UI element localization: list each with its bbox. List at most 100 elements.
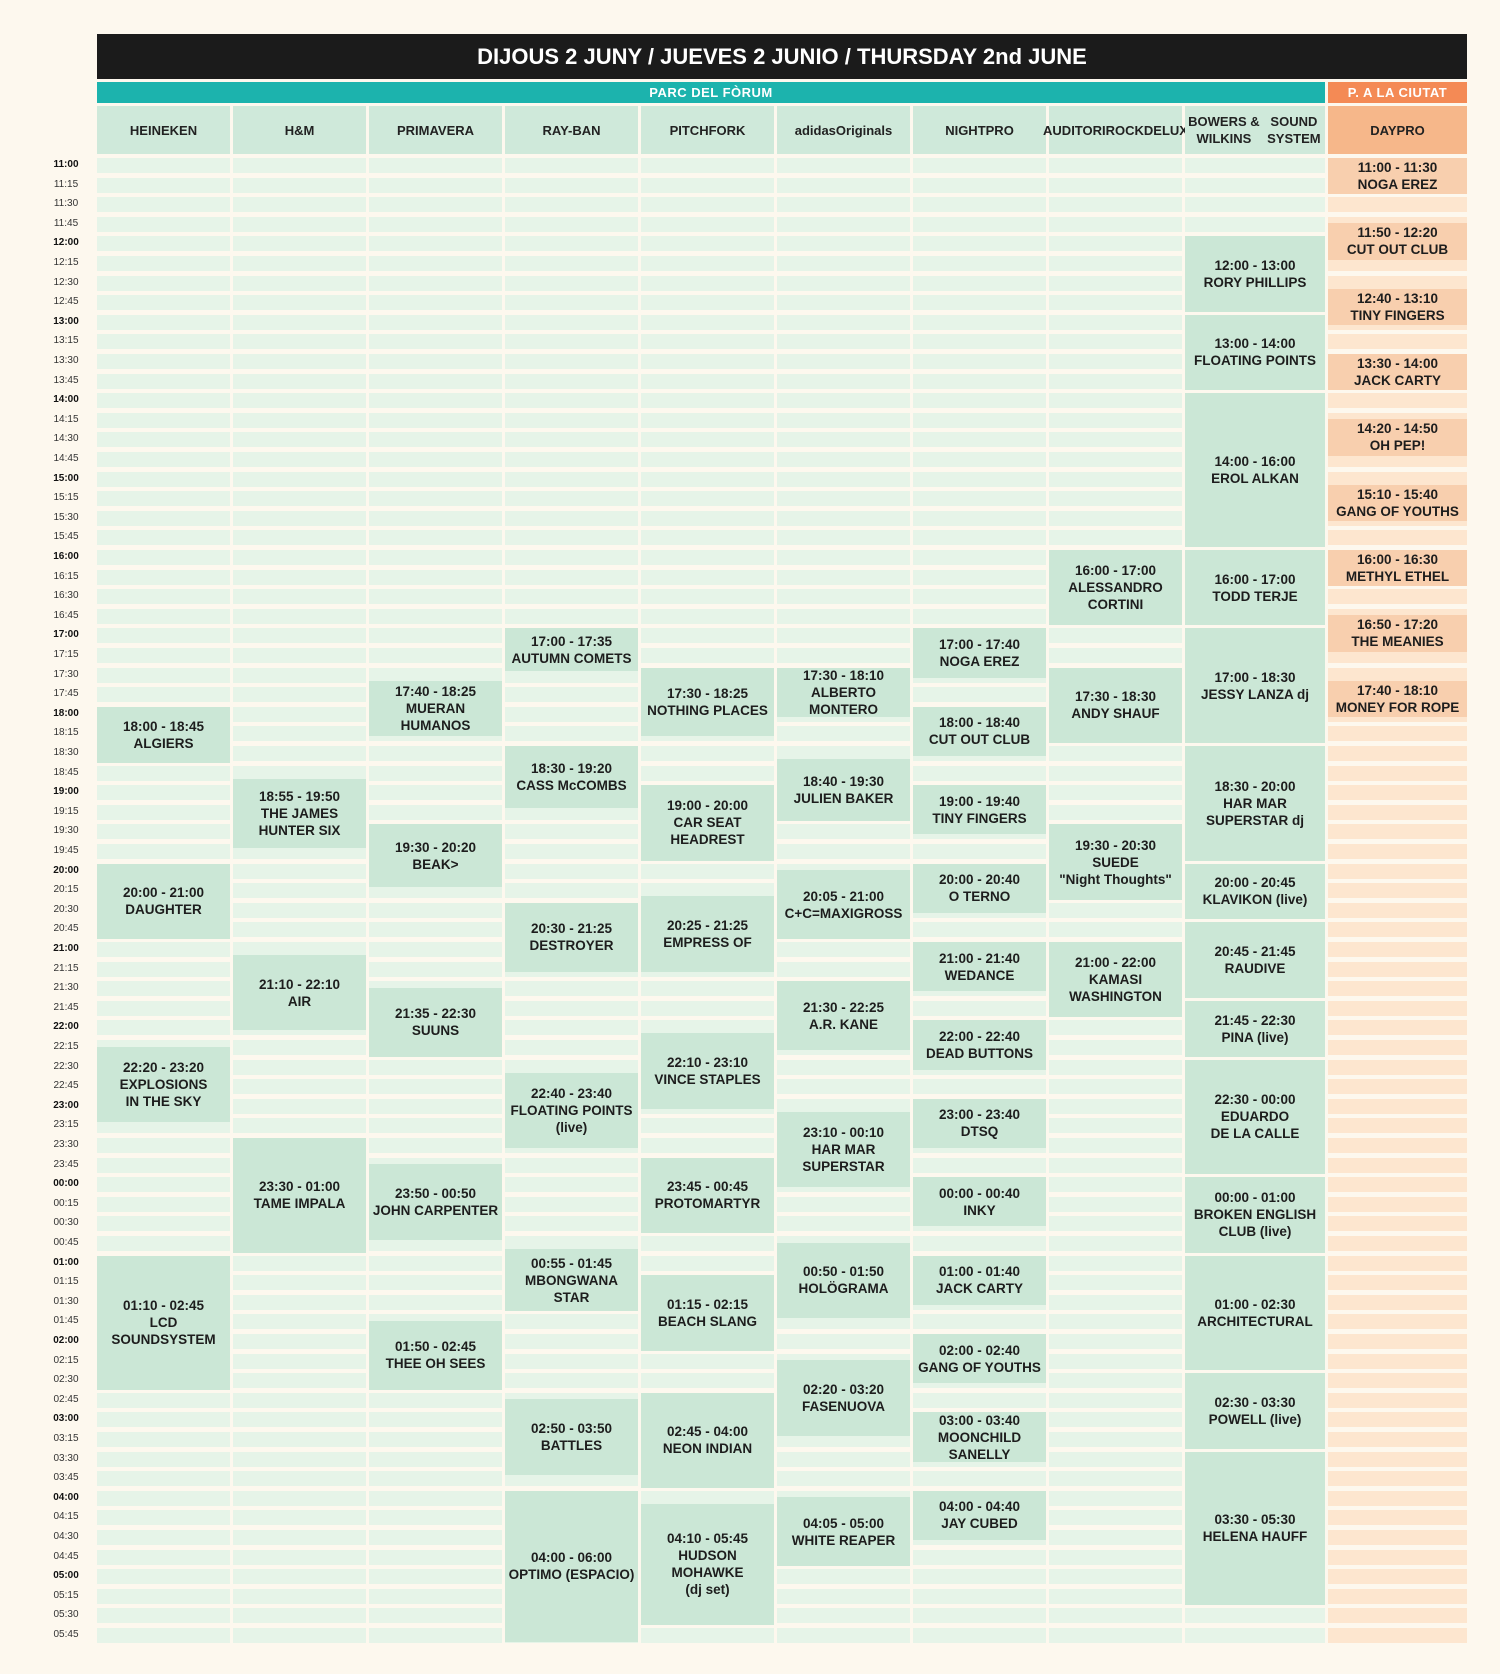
slot-act: THE JAMES [260,805,339,821]
time-label: 16:45 [53,609,79,621]
performance-slot-moonchild-sanelly: 03:00 - 03:40 MOONCHILD SANELLY [913,1412,1046,1462]
grid-row-daypro [1328,1098,1467,1114]
grid-row-daypro [1328,1530,1467,1545]
slot-time: 21:10 - 22:10 [258,976,341,992]
slot-act: MOONCHILD SANELLY [937,1429,1022,1462]
slot-time: 17:00 - 17:40 [938,637,1021,653]
grid-row [97,373,1325,389]
grid-row [97,1118,1325,1134]
slot-act: ALESSANDRO [1068,580,1163,596]
slot-act: SUUNS [411,1023,460,1039]
slot-act: SUEDE [1092,854,1139,870]
grid-row-daypro [1328,1569,1467,1585]
time-label: 01:30 [53,1295,79,1307]
performance-slot-mueran-humanos: 17:40 - 18:25 MUERAN HUMANOS [369,680,502,737]
slot-time: 22:20 - 23:20 [122,1059,205,1075]
slot-act: EXPLOSIONS [119,1076,208,1092]
grid-row-daypro [1328,765,1467,781]
time-label: 03:15 [53,1433,79,1444]
time-label: 20:30 [53,903,79,915]
slot-act: EROL ALKAN [1211,471,1299,487]
slot-act: HAR MAR [1223,795,1287,811]
performance-slot-thee-oh-sees: 01:50 - 02:45 THEE OH SEES [369,1320,502,1390]
performance-slot-floating-points: 13:00 - 14:00 FLOATING POINTS [1185,314,1325,391]
grid-row [97,608,1325,624]
slot-act: JACK CARTY [1353,373,1441,389]
performance-slot-suede-night-thoughts: 19:30 - 20:30 SUEDE "Night Thoughts" [1049,824,1182,900]
slot-time: 19:30 - 20:20 [394,839,477,855]
grid-row-daypro [1328,804,1467,820]
slot-time: 17:30 - 18:10 [802,667,885,683]
slot-time: 19:00 - 20:00 [666,798,749,814]
time-label: 03:30 [53,1452,79,1464]
column-separator [1182,106,1185,1644]
column-separator [774,106,777,1644]
slot-act: TAME IMPALA [253,1196,346,1212]
grid-row-daypro [1328,1236,1467,1251]
slot-time: 23:50 - 00:50 [394,1185,477,1201]
time-label: 01:15 [53,1276,79,1288]
slot-time: 04:10 - 05:45 [666,1531,749,1547]
grid-row [97,412,1325,428]
grid-row-daypro [1328,1608,1467,1624]
slot-act: "Night Thoughts" [1059,871,1172,887]
slot-act: FASENUOVA [801,1398,885,1414]
slot-act: SUPERSTAR [802,1159,885,1175]
grid-row [97,471,1325,487]
time-label: 21:30 [53,982,79,994]
time-label: 03:45 [53,1472,79,1484]
performance-slot-julien-baker: 18:40 - 19:30 JULIEN BAKER [777,759,910,822]
time-label: 16:00 [53,551,79,562]
slot-time: 18:30 - 19:20 [530,761,613,777]
slot-act: HOLÖGRAMA [798,1281,889,1297]
slot-time: 17:30 - 18:25 [666,686,749,702]
slot-act: HELENA HAUFF [1202,1529,1308,1545]
slot-act: NOGA EREZ [1357,177,1438,193]
performance-slot-hol-grama: 00:50 - 01:50 HOLÖGRAMA [777,1242,910,1318]
slot-act: CORTINI [1087,597,1144,613]
grid-row-daypro [1328,1059,1467,1075]
slot-time: 21:30 - 22:25 [802,999,885,1015]
time-label: 04:00 [53,1491,79,1503]
grid-row-daypro [1328,1216,1467,1232]
performance-slot-todd-terje: 16:00 - 17:00 TODD TERJE [1185,550,1325,626]
slot-act: RORY PHILLIPS [1203,275,1307,291]
slot-time: 00:50 - 01:50 [802,1264,885,1280]
performance-slot-tiny-fingers: 12:40 - 13:10 TINY FINGERS [1328,288,1467,325]
time-label: 02:15 [53,1354,79,1366]
time-label: 05:15 [53,1589,79,1601]
slot-time: 02:45 - 04:00 [666,1424,749,1440]
column-separator [366,106,369,1644]
stage-header-daypro: DAYPRO [1328,106,1467,154]
slot-act: MOHAWKE [671,1565,744,1581]
slot-time: 18:30 - 20:00 [1214,778,1296,794]
time-label: 16:30 [53,590,79,602]
performance-slot-har-mar-superstar-dj: 18:30 - 20:00 HAR MAR SUPERSTAR dj [1185,746,1325,861]
grid-row-daypro [1328,863,1467,879]
performance-slot-eduardo-de-la-calle: 22:30 - 00:00 EDUARDO DE LA CALLE [1185,1059,1325,1175]
grid-row-daypro [1328,275,1467,291]
grid-row-daypro [1328,1334,1467,1349]
grid-row [97,1236,1325,1251]
time-label: 20:15 [53,884,79,896]
performance-slot-john-carpenter: 23:50 - 00:50 JOHN CARPENTER [369,1164,502,1240]
slot-time: 01:15 - 02:15 [666,1296,749,1312]
grid-row-daypro [1328,1549,1467,1565]
grid-row-daypro [1328,922,1467,938]
grid-row [97,1255,1325,1271]
performance-slot-dead-buttons: 22:00 - 22:40 DEAD BUTTONS [913,1020,1046,1070]
performance-slot-alberto-montero: 17:30 - 18:10 ALBERTO MONTERO [777,667,910,717]
time-label: 17:45 [53,688,79,700]
slot-act: OH PEP! [1369,438,1426,454]
grid-row-daypro [1328,648,1467,663]
slot-act: SUPERSTAR dj [1205,812,1304,828]
slot-time: 02:30 - 03:30 [1214,1394,1296,1410]
slot-act: CUT OUT CLUB [1346,242,1449,258]
time-label: 01:45 [53,1315,79,1327]
slot-act: MUERAN HUMANOS [400,701,471,734]
time-label: 00:30 [53,1217,79,1229]
performance-slot-beak: 19:30 - 20:20 BEAK> [369,824,502,887]
performance-slot-dtsq: 23:00 - 23:40 DTSQ [913,1098,1046,1149]
slot-act: TINY FINGERS [932,810,1027,826]
grid-row-daypro [1328,1490,1467,1506]
